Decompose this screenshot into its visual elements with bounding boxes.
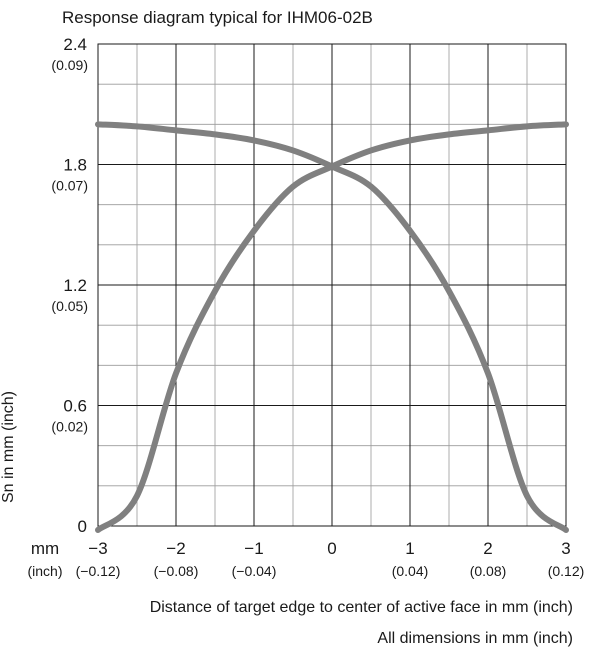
x-unit-mm-label: mm	[31, 539, 59, 558]
y-tick-label: 1.2	[63, 276, 87, 295]
y-tick-label: 0.6	[63, 397, 87, 416]
series-group	[95, 121, 569, 534]
x-tick-label-inch: (0.12)	[548, 563, 585, 579]
y-tick-labels: 0 0.6 (0.02) 1.2 (0.05) 1.8 (0.07) 2.4 (0.09)	[51, 35, 88, 536]
x-tick-labels: −3 (−0.12) −2 (−0.08) −1 (−0.04) 0 1 (0.04) 2 (0.0…	[76, 539, 585, 579]
y-axis-label: Sn in mm (inch)	[0, 391, 17, 503]
x-tick-label-inch: (−0.08)	[154, 563, 199, 579]
x-tick-label-inch: (0.04)	[392, 563, 429, 579]
x-tick-label: 1	[405, 539, 414, 558]
x-axis-label: Distance of target edge to center of act…	[150, 599, 573, 616]
x-tick-label-inch: (0.08)	[470, 563, 507, 579]
y-tick-label-inch: (0.05)	[51, 298, 88, 314]
x-tick-label: −2	[166, 539, 185, 558]
series-line-2	[95, 121, 569, 534]
x-unit-inch-label: (inch)	[27, 563, 62, 579]
x-tick-label: 0	[327, 539, 336, 558]
footnote: All dimensions in mm (inch)	[377, 630, 573, 647]
grid-major	[98, 44, 566, 526]
y-tick-label: 0	[78, 517, 87, 536]
chart-title: Response diagram typical for IHM06-02B	[62, 8, 373, 27]
x-tick-label-inch: (−0.12)	[76, 563, 121, 579]
y-tick-label: 1.8	[63, 156, 87, 175]
y-tick-label: 2.4	[63, 35, 87, 54]
y-tick-label-inch: (0.07)	[51, 178, 88, 194]
x-tick-label: 2	[483, 539, 492, 558]
plot-frame	[97, 43, 567, 527]
x-tick-label: −1	[244, 539, 263, 558]
y-tick-label-inch: (0.09)	[51, 57, 88, 73]
x-tick-label-inch: (−0.04)	[232, 563, 277, 579]
x-tick-label: −3	[88, 539, 107, 558]
series-line-1	[95, 121, 569, 534]
x-tick-label: 3	[561, 539, 570, 558]
y-tick-label-inch: (0.02)	[51, 419, 88, 435]
